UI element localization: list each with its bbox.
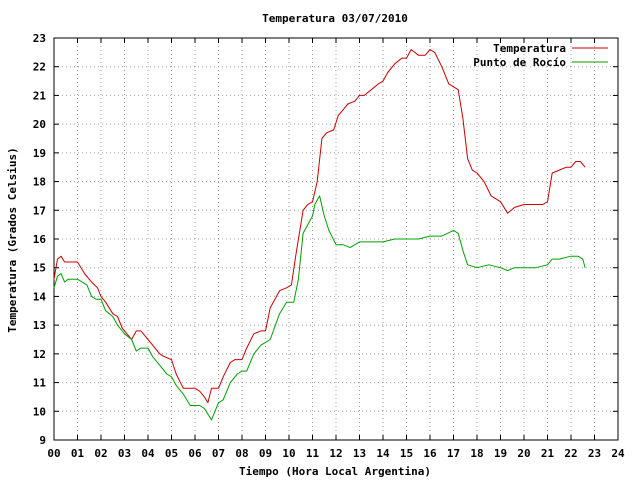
y-axis-label: Temperatura (Grados Celsius) xyxy=(6,147,19,332)
y-tick-label: 13 xyxy=(33,319,46,332)
x-tick-label: 09 xyxy=(259,447,272,460)
series-lines xyxy=(53,49,586,421)
x-tick-label: 07 xyxy=(212,447,225,460)
x-tick-label: 24 xyxy=(611,447,625,460)
x-tick-label: 17 xyxy=(447,447,460,460)
x-tick-label: 23 xyxy=(588,447,601,460)
y-tick-label: 22 xyxy=(33,61,46,74)
x-tick-label: 19 xyxy=(494,447,507,460)
x-tick-label: 16 xyxy=(423,447,437,460)
x-tick-label: 12 xyxy=(329,447,342,460)
y-tick-label: 19 xyxy=(33,147,46,160)
y-tick-label: 20 xyxy=(33,118,46,131)
y-tick-label: 17 xyxy=(33,204,46,217)
series-line-punto-de-rocio xyxy=(53,195,586,421)
x-axis-label: Tiempo (Hora Local Argentina) xyxy=(239,465,431,478)
x-tick-label: 20 xyxy=(517,447,530,460)
chart-title: Temperatura 03/07/2010 xyxy=(262,12,408,25)
y-tick-labels: 9 10 11 12 13 14 15 16 17 18 19 20 21 22 23 xyxy=(33,32,47,447)
x-tick-label: 06 xyxy=(188,447,202,460)
x-tick-labels: 00 01 02 03 04 05 06 07 08 09 10 11 12 13 14 15 16 17 18 19… xyxy=(47,447,625,460)
legend-label-punto-de-rocio: Punto de Rocío xyxy=(473,56,566,69)
legend-label-temperatura: Temperatura xyxy=(493,42,566,55)
x-tick-label: 08 xyxy=(235,447,248,460)
y-tick-label: 14 xyxy=(33,290,47,303)
x-tick-label: 03 xyxy=(118,447,131,460)
tick-marks xyxy=(53,37,619,441)
x-tick-label: 05 xyxy=(165,447,178,460)
y-tick-label: 12 xyxy=(33,348,46,361)
series-line-temperatura xyxy=(53,49,586,404)
y-tick-label: 15 xyxy=(33,262,46,275)
y-tick-label: 23 xyxy=(33,32,46,45)
legend: Temperatura Punto de Rocío xyxy=(473,42,608,69)
x-tick-label: 01 xyxy=(71,447,85,460)
x-tick-label: 02 xyxy=(94,447,107,460)
grid-lines xyxy=(54,38,618,440)
y-tick-label: 11 xyxy=(33,377,47,390)
y-tick-label: 10 xyxy=(33,405,46,418)
x-tick-label: 10 xyxy=(282,447,295,460)
y-tick-label: 18 xyxy=(33,176,46,189)
x-tick-label: 18 xyxy=(470,447,483,460)
x-tick-label: 00 xyxy=(47,447,60,460)
x-tick-label: 11 xyxy=(306,447,320,460)
x-tick-label: 22 xyxy=(564,447,577,460)
x-tick-label: 15 xyxy=(400,447,413,460)
y-tick-label: 9 xyxy=(39,434,46,447)
x-tick-label: 14 xyxy=(376,447,390,460)
y-tick-label: 16 xyxy=(33,233,47,246)
x-tick-label: 04 xyxy=(141,447,155,460)
x-tick-label: 21 xyxy=(541,447,555,460)
y-tick-label: 21 xyxy=(33,89,47,102)
x-tick-label: 13 xyxy=(353,447,366,460)
